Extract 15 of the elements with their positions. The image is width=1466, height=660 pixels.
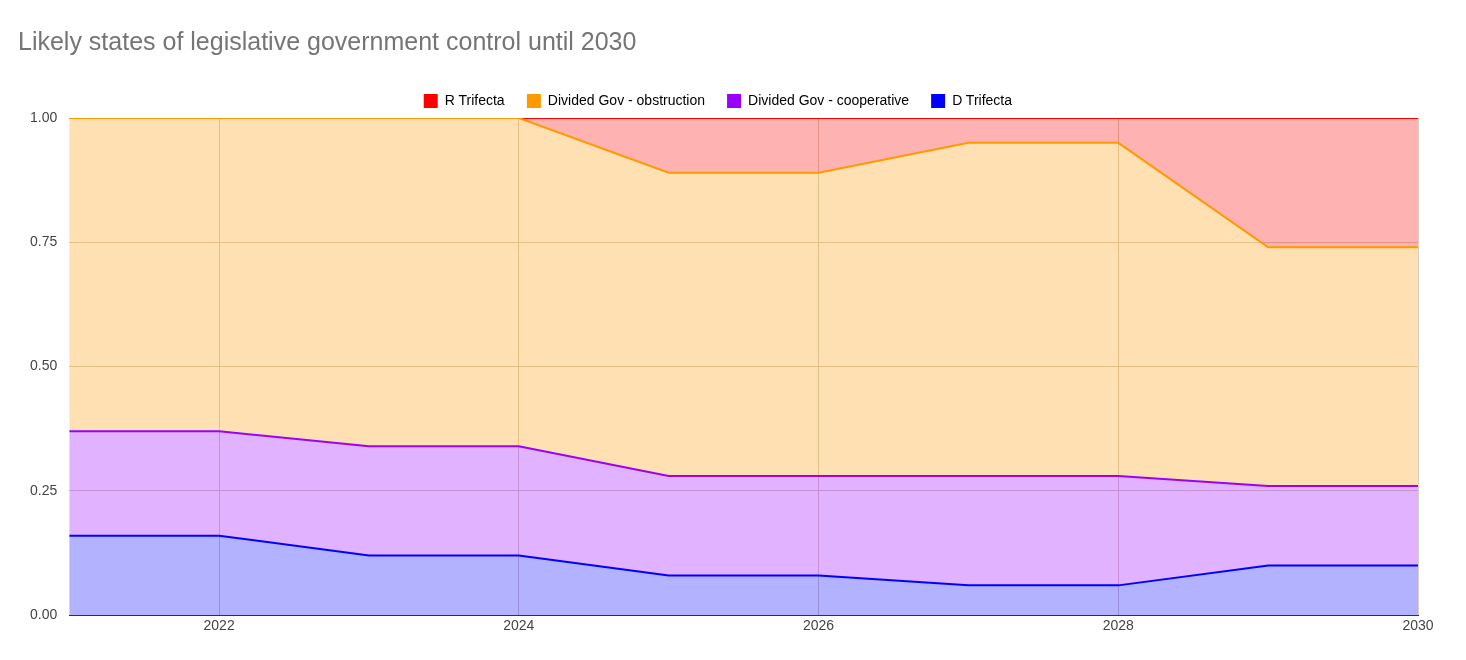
x-tick-label: 2026 — [802, 617, 835, 634]
x-tick-label: 2022 — [203, 617, 235, 634]
y-tick-label: 0.00 — [30, 606, 58, 623]
legend-label: D Trifecta — [952, 91, 1013, 108]
y-tick-label: 0.25 — [30, 481, 58, 498]
y-tick-label: 0.75 — [30, 233, 58, 250]
chart-title: Likely states of legislative government control until 2030 — [18, 26, 637, 55]
y-tick-label: 0.50 — [30, 357, 58, 374]
y-tick-label: 1.00 — [30, 108, 58, 125]
x-tick-label: 2028 — [1102, 617, 1135, 634]
legend-label: R Trifecta — [444, 91, 505, 108]
legend-label: Divided Gov - cooperative — [748, 91, 910, 108]
x-tick-label: 2024 — [503, 617, 535, 634]
x-tick-label: 2030 — [1402, 617, 1434, 634]
legend-label: Divided Gov - obstruction — [547, 91, 706, 108]
